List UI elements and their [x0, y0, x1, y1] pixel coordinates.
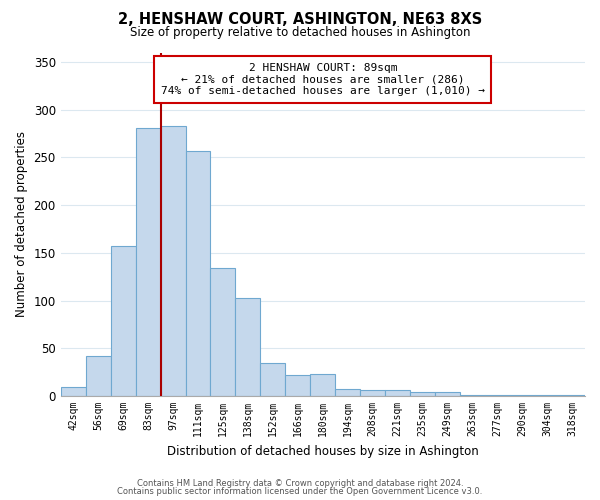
- Bar: [485, 395, 510, 396]
- Bar: [510, 395, 535, 396]
- Bar: [260, 362, 286, 396]
- Text: 2 HENSHAW COURT: 89sqm
← 21% of detached houses are smaller (286)
74% of semi-de: 2 HENSHAW COURT: 89sqm ← 21% of detached…: [161, 63, 485, 96]
- Text: 2, HENSHAW COURT, ASHINGTON, NE63 8XS: 2, HENSHAW COURT, ASHINGTON, NE63 8XS: [118, 12, 482, 28]
- Bar: [61, 386, 86, 396]
- Bar: [460, 395, 485, 396]
- Bar: [535, 395, 560, 396]
- Y-axis label: Number of detached properties: Number of detached properties: [15, 132, 28, 318]
- Bar: [410, 392, 435, 396]
- Bar: [211, 268, 235, 396]
- Text: Contains HM Land Registry data © Crown copyright and database right 2024.: Contains HM Land Registry data © Crown c…: [137, 478, 463, 488]
- Bar: [435, 392, 460, 396]
- Bar: [310, 374, 335, 396]
- Bar: [86, 356, 110, 396]
- Bar: [360, 390, 385, 396]
- X-axis label: Distribution of detached houses by size in Ashington: Distribution of detached houses by size …: [167, 444, 479, 458]
- Bar: [286, 375, 310, 396]
- Bar: [161, 126, 185, 396]
- Text: Size of property relative to detached houses in Ashington: Size of property relative to detached ho…: [130, 26, 470, 39]
- Bar: [335, 390, 360, 396]
- Bar: [235, 298, 260, 396]
- Bar: [110, 246, 136, 396]
- Text: Contains public sector information licensed under the Open Government Licence v3: Contains public sector information licen…: [118, 487, 482, 496]
- Bar: [136, 128, 161, 396]
- Bar: [385, 390, 410, 396]
- Bar: [560, 395, 585, 396]
- Bar: [185, 151, 211, 396]
